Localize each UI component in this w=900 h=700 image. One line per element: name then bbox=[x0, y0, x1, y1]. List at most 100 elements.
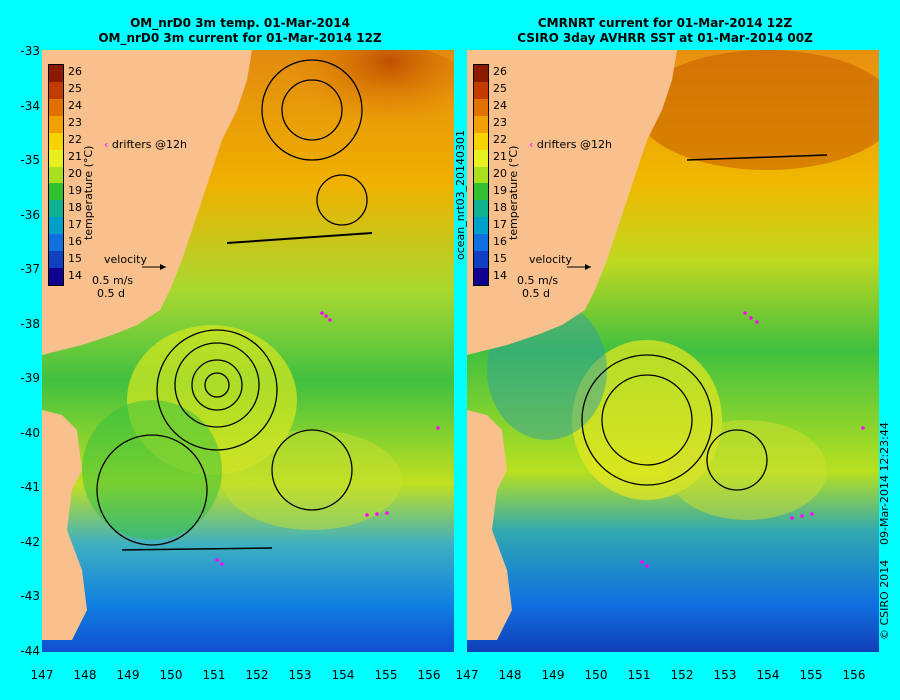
colorbar-swatch bbox=[474, 268, 488, 285]
y-tick-label: -37 bbox=[20, 262, 40, 276]
drifters-legend: ‹ drifters @12h bbox=[104, 138, 187, 151]
x-tick-label: 147 bbox=[30, 668, 54, 682]
colorbar-label: 15 bbox=[68, 251, 82, 265]
tasmania-land bbox=[42, 410, 87, 640]
velocity-label: velocity bbox=[529, 253, 572, 266]
colorbar-swatch bbox=[474, 81, 488, 99]
x-tick-label: 154 bbox=[756, 668, 780, 682]
current-streak bbox=[686, 154, 828, 161]
right-title-line1: CMRNRT current for 01-Mar-2014 12Z bbox=[537, 16, 793, 30]
colorbar-label: 23 bbox=[493, 116, 507, 130]
velocity-duration: 0.5 d bbox=[97, 287, 125, 300]
x-tick-label: 153 bbox=[713, 668, 737, 682]
drifter-marker-icon: ‹ bbox=[529, 138, 534, 151]
velocity-label: velocity bbox=[104, 253, 147, 266]
colorbar-label: 19 bbox=[68, 183, 82, 197]
colorbar-label: 22 bbox=[68, 133, 82, 147]
y-tick-label: -39 bbox=[20, 371, 40, 385]
x-tick-label: 149 bbox=[116, 668, 140, 682]
current-streak-south bbox=[121, 547, 273, 551]
x-tick-label: 155 bbox=[374, 668, 398, 682]
velocity-speed: 0.5 m/s bbox=[92, 274, 134, 287]
eddy-center bbox=[156, 329, 278, 451]
drifters-legend-label: drifters @12h bbox=[111, 138, 187, 151]
timestamp-label: 09-Mar-2014 12:23:44 bbox=[878, 422, 891, 545]
y-tick-label: -40 bbox=[20, 425, 40, 440]
colorbar-label: 20 bbox=[493, 167, 507, 180]
x-tick-label: 154 bbox=[331, 668, 355, 682]
colorbar-swatch bbox=[474, 132, 488, 150]
y-tick-label: -36 bbox=[20, 207, 40, 222]
current-streak bbox=[226, 232, 373, 244]
colorbar-label: 26 bbox=[68, 65, 82, 79]
x-tick-label: 151 bbox=[202, 668, 226, 682]
colorbar-label: 18 bbox=[493, 200, 507, 214]
y-tick-label: -35 bbox=[20, 153, 40, 167]
colorbar-swatch bbox=[49, 81, 63, 99]
y-tick-label: -38 bbox=[20, 316, 40, 331]
colorbar bbox=[48, 64, 64, 286]
colorbar-swatch bbox=[49, 115, 63, 133]
velocity-arrow-icon bbox=[567, 264, 591, 270]
x-tick-label: 150 bbox=[159, 668, 183, 682]
eddy-south bbox=[96, 429, 353, 546]
run-id-label: ocean_nrt03_20140301 bbox=[454, 129, 467, 260]
colorbar-swatch bbox=[49, 251, 63, 269]
drifter-marker-icon: ‹ bbox=[104, 138, 109, 151]
colorbar-swatch bbox=[474, 251, 488, 269]
x-tick-label: 148 bbox=[498, 668, 522, 682]
left-title-line1: OM_nrD0 3m temp. 01-Mar-2014 bbox=[130, 16, 350, 30]
left-title-line2: OM_nrD0 3m current for 01-Mar-2014 12Z bbox=[98, 31, 382, 45]
current-arrows bbox=[581, 154, 828, 491]
colorbar-swatch bbox=[474, 217, 488, 235]
colorbar-label: 21 bbox=[493, 150, 507, 164]
colorbar-label: 24 bbox=[493, 99, 507, 113]
x-tick-label: 148 bbox=[73, 668, 97, 682]
credit-label: © CSIRO 2014 bbox=[878, 559, 891, 640]
drifters bbox=[215, 311, 440, 566]
right-map-svg bbox=[467, 50, 879, 652]
colorbar-swatch bbox=[474, 166, 488, 184]
y-tick-label: -44 bbox=[20, 643, 40, 658]
colorbar-title: temperature (°C) bbox=[82, 145, 95, 240]
colorbar-swatch bbox=[49, 183, 63, 201]
colorbar-label: 24 bbox=[68, 99, 82, 113]
colorbar-swatch bbox=[49, 200, 63, 218]
colorbar-label: 22 bbox=[493, 133, 507, 147]
colorbar-swatch bbox=[49, 132, 63, 150]
x-tick-label: 156 bbox=[842, 668, 866, 682]
tasmania-land bbox=[467, 410, 512, 640]
colorbar-label: 16 bbox=[493, 234, 507, 248]
x-tick-label: 149 bbox=[541, 668, 565, 682]
right-map-panel: 26 25 24 23 22 21 20 19 18 17 16 15 14 temperature (… bbox=[467, 50, 879, 652]
left-map-svg bbox=[42, 50, 454, 652]
colorbar-swatch bbox=[49, 149, 63, 167]
colorbar-swatch bbox=[474, 200, 488, 218]
x-tick-label: 152 bbox=[245, 668, 269, 682]
x-tick-label: 150 bbox=[584, 668, 608, 682]
eddy-north bbox=[261, 59, 368, 226]
velocity-speed: 0.5 m/s bbox=[517, 274, 559, 287]
colorbar-label: 26 bbox=[493, 65, 507, 79]
colorbar-label: 16 bbox=[68, 234, 82, 248]
y-tick-label: -42 bbox=[20, 534, 40, 549]
colorbar-label: 25 bbox=[68, 82, 82, 96]
velocity-duration: 0.5 d bbox=[522, 287, 550, 300]
x-tick-label: 156 bbox=[417, 668, 441, 682]
colorbar-swatch bbox=[49, 234, 63, 252]
coastline-land bbox=[42, 50, 252, 355]
colorbar-label: 25 bbox=[493, 82, 507, 96]
x-tick-label: 153 bbox=[288, 668, 312, 682]
drifters-legend-label: drifters @12h bbox=[536, 138, 612, 151]
colorbar-swatch bbox=[49, 268, 63, 285]
colorbar-swatch bbox=[474, 98, 488, 116]
colorbar-label: 18 bbox=[68, 200, 82, 214]
colorbar-label: 23 bbox=[68, 116, 82, 130]
colorbar-swatch bbox=[474, 115, 488, 133]
colorbar-swatch bbox=[49, 166, 63, 184]
current-arrows bbox=[96, 59, 373, 551]
x-tick-label: 147 bbox=[455, 668, 479, 682]
drifters bbox=[640, 311, 865, 568]
velocity-arrow-icon bbox=[142, 264, 166, 270]
y-tick-label: -34 bbox=[20, 98, 40, 113]
